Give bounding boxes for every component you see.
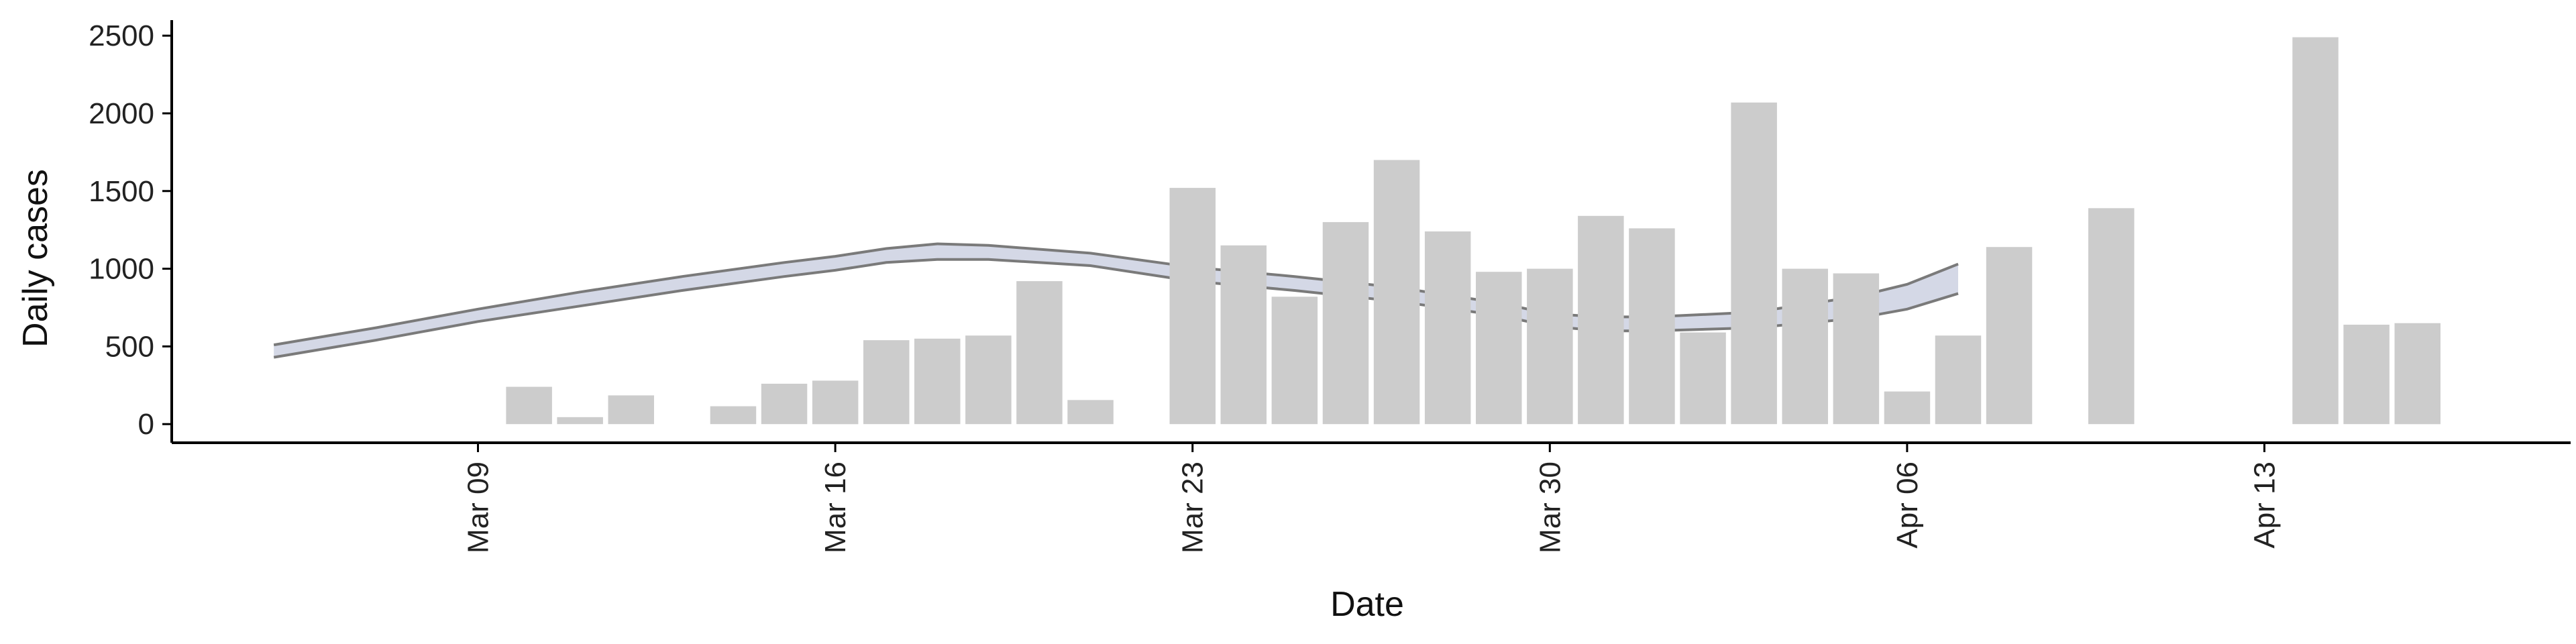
x-tick-label: Apr 06 <box>1891 462 1924 549</box>
bar <box>2394 323 2440 425</box>
bar <box>1476 272 1522 425</box>
bar <box>2343 325 2390 425</box>
bar <box>863 340 910 425</box>
bar <box>1884 391 1931 425</box>
bar <box>557 417 603 425</box>
y-tick-label: 2500 <box>89 19 154 52</box>
bar <box>1527 268 1573 425</box>
bar <box>965 335 1012 425</box>
bar <box>1782 268 1828 425</box>
x-tick-label: Mar 23 <box>1177 462 1210 553</box>
bar <box>1935 335 1982 425</box>
bar <box>1833 273 1880 425</box>
y-axis: 0 500 1000 1500 2000 2500 <box>89 19 173 443</box>
bar <box>1629 228 1675 425</box>
bar <box>1220 245 1267 425</box>
bar <box>914 338 961 425</box>
bars-layer <box>506 37 2440 425</box>
y-tick-label: 1000 <box>89 253 154 286</box>
bar <box>2088 208 2135 425</box>
trend-layer <box>273 242 1959 359</box>
bar <box>1578 215 1624 425</box>
trend-upper-line <box>273 242 1959 347</box>
bar <box>1680 332 1726 425</box>
bar <box>812 380 859 425</box>
bar <box>761 384 808 425</box>
y-axis-title: Daily cases <box>16 169 55 347</box>
bar <box>1322 222 1369 425</box>
y-tick-label: 500 <box>105 330 154 363</box>
x-axis-title: Date <box>1330 585 1404 624</box>
trend-lower-line <box>273 258 1959 359</box>
y-tick-label: 2000 <box>89 97 154 130</box>
bar <box>506 386 552 425</box>
bar <box>1731 102 1777 425</box>
bar <box>1986 247 2033 425</box>
x-tick-label: Mar 30 <box>1534 462 1566 553</box>
x-tick-label: Apr 13 <box>2249 462 2282 549</box>
bar <box>1169 188 1216 425</box>
x-axis: Mar 09 Mar 16 Mar 23 Mar 30 Apr 06 Apr 13 <box>172 441 2571 553</box>
bar <box>1373 160 1420 425</box>
bar <box>1016 281 1063 425</box>
y-tick-label: 0 <box>138 408 154 441</box>
bar <box>1271 297 1318 425</box>
y-tick-label: 1500 <box>89 175 154 208</box>
bar <box>1067 400 1114 425</box>
bar <box>608 395 654 425</box>
bar <box>1424 231 1471 425</box>
x-tick-label: Mar 09 <box>462 462 495 553</box>
x-tick-label: Mar 16 <box>819 462 852 553</box>
bar <box>710 406 757 425</box>
bar <box>2292 37 2339 425</box>
